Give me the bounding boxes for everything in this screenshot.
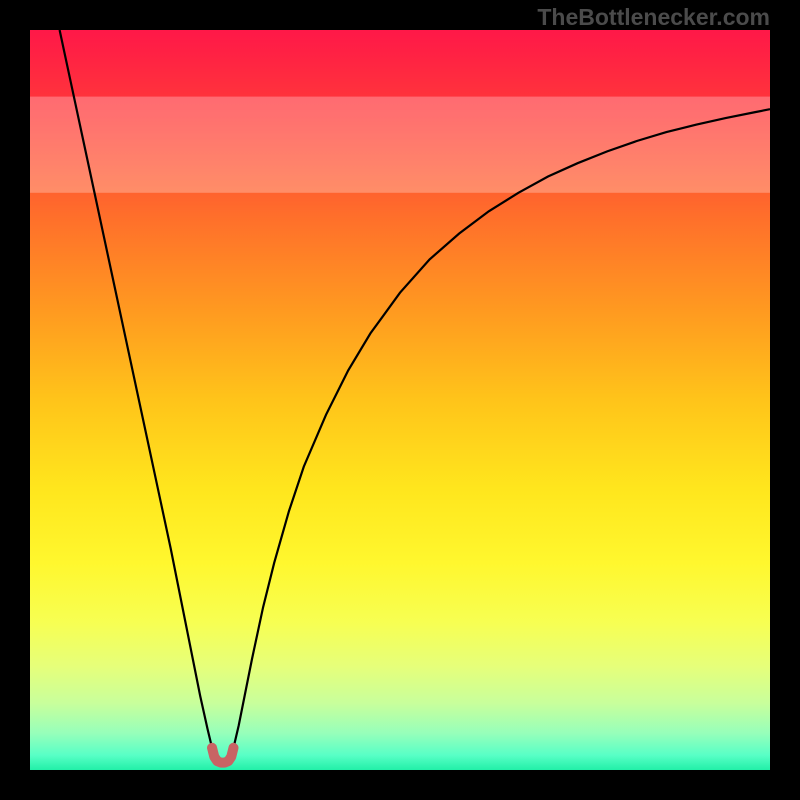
chart-container: TheBottlenecker.com	[0, 0, 800, 800]
watermark-text: TheBottlenecker.com	[537, 4, 770, 31]
plot-area	[30, 30, 770, 770]
highlight-band	[30, 97, 770, 193]
chart-svg	[30, 30, 770, 770]
